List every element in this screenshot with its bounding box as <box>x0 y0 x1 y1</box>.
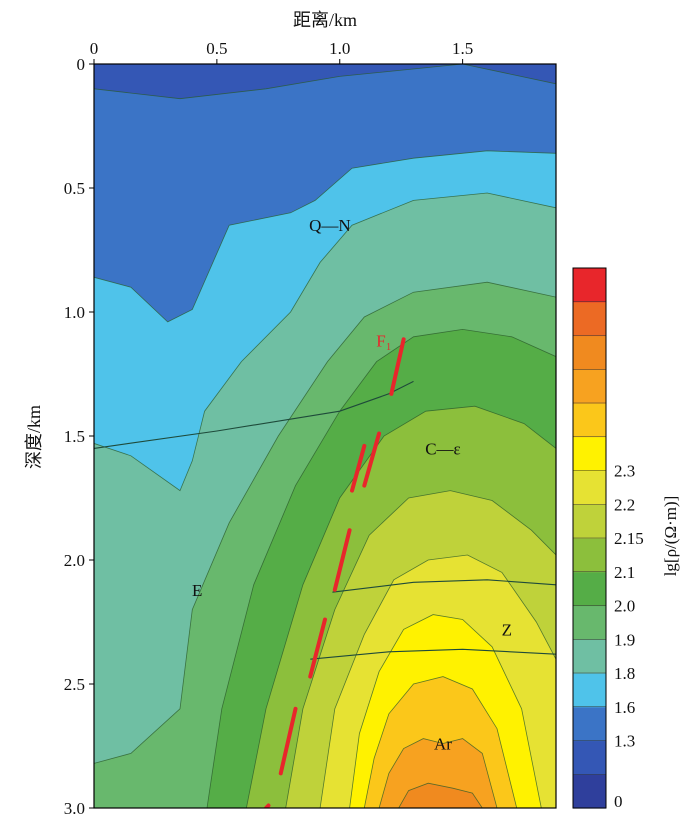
colorbar-label-7: 2.15 <box>614 529 644 548</box>
x-tick-label-0: 0 <box>90 39 99 58</box>
y-tick-label-4: 2.0 <box>64 551 85 570</box>
colorbar-swatch-0 <box>573 774 606 809</box>
layer-label-1: C—ε <box>425 439 460 458</box>
layer-label-2: E <box>192 581 202 600</box>
colorbar-swatch-13 <box>573 335 606 370</box>
colorbar-label-3: 1.8 <box>614 664 635 683</box>
y-tick-label-1: 0.5 <box>64 179 85 198</box>
contour-line-6 <box>285 490 556 808</box>
region-12 <box>398 783 483 808</box>
y-tick-label-2: 1.0 <box>64 303 85 322</box>
stratum-boundary-1 <box>332 579 556 593</box>
contour-line-9 <box>363 676 518 808</box>
colorbar-frame <box>572 267 607 809</box>
colorbar-swatch-4 <box>573 639 606 674</box>
fault-segment-3 <box>332 528 352 592</box>
x-axis-title: 距离/km <box>293 10 357 30</box>
colorbar-label: lg[ρ/(Ω·m)] <box>661 496 680 577</box>
resistivity-regions <box>94 64 556 808</box>
colorbar-swatch-10 <box>573 436 606 472</box>
contour-line-1 <box>94 150 556 323</box>
y-tick-label-5: 2.5 <box>64 675 85 694</box>
colorbar: 0 1.3 1.6 1.8 1.9 2.0 2.1 2.15 2.2 2.3 <box>572 267 644 811</box>
layer-labels: F₁ Q—N C—ε E Z Ar <box>192 216 512 753</box>
contour-line-8 <box>349 614 542 808</box>
x-tick-label-2: 1.0 <box>329 39 350 58</box>
colorbar-label-9: 2.3 <box>614 462 635 481</box>
stratum-boundaries <box>94 380 556 660</box>
fault-segment-2 <box>362 431 382 488</box>
colorbar-swatch-15 <box>573 268 606 303</box>
contour-line-5 <box>246 405 556 808</box>
y-axis-ticks: 0 0.5 1.0 1.5 2.0 2.5 3.0 <box>64 55 94 818</box>
contour-lines <box>94 64 556 808</box>
layer-label-0: Q—N <box>309 216 351 235</box>
colorbar-label-2: 1.6 <box>614 698 635 717</box>
colorbar-label-0: 0 <box>614 792 623 811</box>
layer-label-4: Ar <box>434 735 452 754</box>
contour-line-3 <box>94 281 556 764</box>
colorbar-label-8: 2.2 <box>614 495 635 514</box>
layer-label-3: Z <box>502 620 512 639</box>
colorbar-swatch-3 <box>573 673 606 708</box>
colorbar-swatch-5 <box>573 605 606 640</box>
colorbar-swatch-9 <box>573 470 606 505</box>
contour-line-10 <box>378 738 498 808</box>
fault-segment-1 <box>350 443 367 493</box>
x-axis-ticks: 0 0.5 1.0 1.5 <box>90 39 473 64</box>
fault-segment-0 <box>389 337 406 396</box>
contour-line-11 <box>398 782 483 808</box>
colorbar-swatch-14 <box>573 301 606 337</box>
colorbar-swatch-7 <box>573 538 606 573</box>
fault-segment-5 <box>278 706 298 776</box>
contour-line-2 <box>94 192 556 492</box>
x-tick-label-3: 1.5 <box>452 39 473 58</box>
colorbar-swatch-2 <box>573 706 606 742</box>
colorbar-label-5: 2.0 <box>614 597 635 616</box>
fault-segment-4 <box>308 617 327 679</box>
colorbar-swatch-11 <box>573 403 606 438</box>
colorbar-swatch-8 <box>573 504 606 539</box>
colorbar-swatch-12 <box>573 369 606 404</box>
y-axis-title: 深度/km <box>24 405 44 469</box>
colorbar-swatch-6 <box>573 571 606 607</box>
fault-label: F₁ <box>376 332 391 351</box>
colorbar-label-6: 2.1 <box>614 563 635 582</box>
stratum-boundary-2 <box>310 648 556 660</box>
colorbar-swatch-1 <box>573 740 606 775</box>
fault-f1 <box>264 337 406 808</box>
y-tick-label-0: 0 <box>77 55 86 74</box>
y-tick-label-3: 1.5 <box>64 427 85 446</box>
stratum-boundary-0 <box>94 380 414 449</box>
contour-line-0 <box>94 64 556 100</box>
contour-line-4 <box>206 328 556 808</box>
contour-line-7 <box>319 554 556 808</box>
x-tick-label-1: 0.5 <box>206 39 227 58</box>
plot-area <box>94 64 556 808</box>
colorbar-label-1: 1.3 <box>614 732 635 751</box>
y-tick-label-6: 3.0 <box>64 799 85 818</box>
colorbar-label-4: 1.9 <box>614 630 635 649</box>
